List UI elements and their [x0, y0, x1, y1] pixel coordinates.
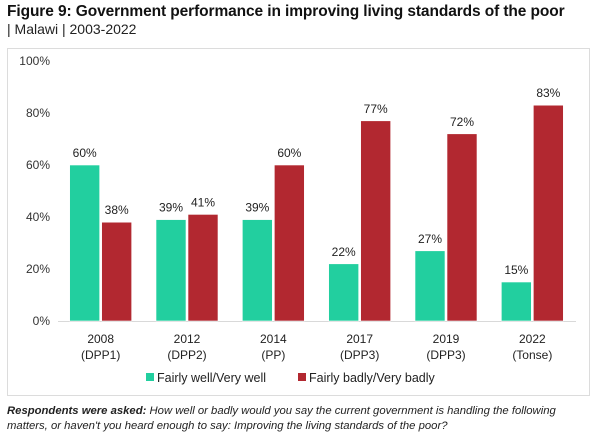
- bar-badly: [446, 133, 478, 322]
- figure-title: Figure 9: Government performance in impr…: [7, 3, 565, 20]
- bar-well: [155, 219, 187, 322]
- data-label: 27%: [418, 232, 442, 246]
- legend-label-badly: Fairly badly/Very badly: [309, 371, 436, 385]
- legend-label-well: Fairly well/Very well: [157, 371, 266, 385]
- data-label: 60%: [73, 146, 97, 160]
- data-label: 39%: [159, 201, 183, 215]
- bar-badly: [274, 164, 305, 322]
- x-tick-label-party: (PP): [261, 348, 285, 362]
- y-tick-label: 40%: [26, 210, 50, 224]
- data-label: 72%: [450, 115, 474, 129]
- data-label: 22%: [332, 245, 356, 259]
- bar-badly: [360, 120, 391, 322]
- x-tick-label-year: 2022: [519, 332, 546, 346]
- bar-well: [242, 219, 273, 322]
- bar-well: [328, 263, 359, 322]
- footnote-text: How well or badly would you say the curr…: [7, 405, 556, 432]
- data-label: 41%: [191, 195, 215, 209]
- bar-well: [414, 250, 446, 322]
- x-tick-label-year: 2014: [260, 332, 287, 346]
- x-tick-label-party: (DPP1): [81, 348, 120, 362]
- figure-subtitle: | Malawi | 2003-2022: [7, 21, 137, 37]
- x-tick-label-year: 2019: [433, 332, 460, 346]
- footnote: Respondents were asked: How well or badl…: [7, 404, 597, 434]
- legend-swatch-well: [146, 373, 154, 381]
- x-tick-label-party: (DPP3): [426, 348, 465, 362]
- bar-badly: [187, 214, 219, 322]
- x-tick-label-year: 2012: [174, 332, 201, 346]
- bar-well: [69, 164, 100, 322]
- bar-badly: [533, 104, 564, 322]
- x-tick-label-party: (DPP3): [340, 348, 379, 362]
- data-label: 60%: [277, 146, 301, 160]
- data-label: 38%: [105, 203, 129, 217]
- x-tick-label-party: (Tonse): [512, 348, 552, 362]
- y-tick-label: 0%: [33, 314, 51, 328]
- data-label: 39%: [245, 201, 269, 215]
- bar-badly: [101, 221, 132, 322]
- bar-well: [501, 281, 532, 322]
- data-label: 83%: [536, 86, 560, 100]
- y-tick-label: 60%: [26, 158, 50, 172]
- data-label: 15%: [504, 263, 528, 277]
- x-tick-label-party: (DPP2): [167, 348, 206, 362]
- data-label: 77%: [364, 102, 388, 116]
- y-tick-label: 100%: [19, 54, 50, 68]
- y-tick-label: 20%: [26, 262, 50, 276]
- legend-swatch-badly: [298, 373, 306, 381]
- x-tick-label-year: 2008: [87, 332, 114, 346]
- footnote-lead: Respondents were asked:: [7, 405, 147, 417]
- x-tick-label-year: 2017: [346, 332, 373, 346]
- y-tick-label: 80%: [26, 106, 50, 120]
